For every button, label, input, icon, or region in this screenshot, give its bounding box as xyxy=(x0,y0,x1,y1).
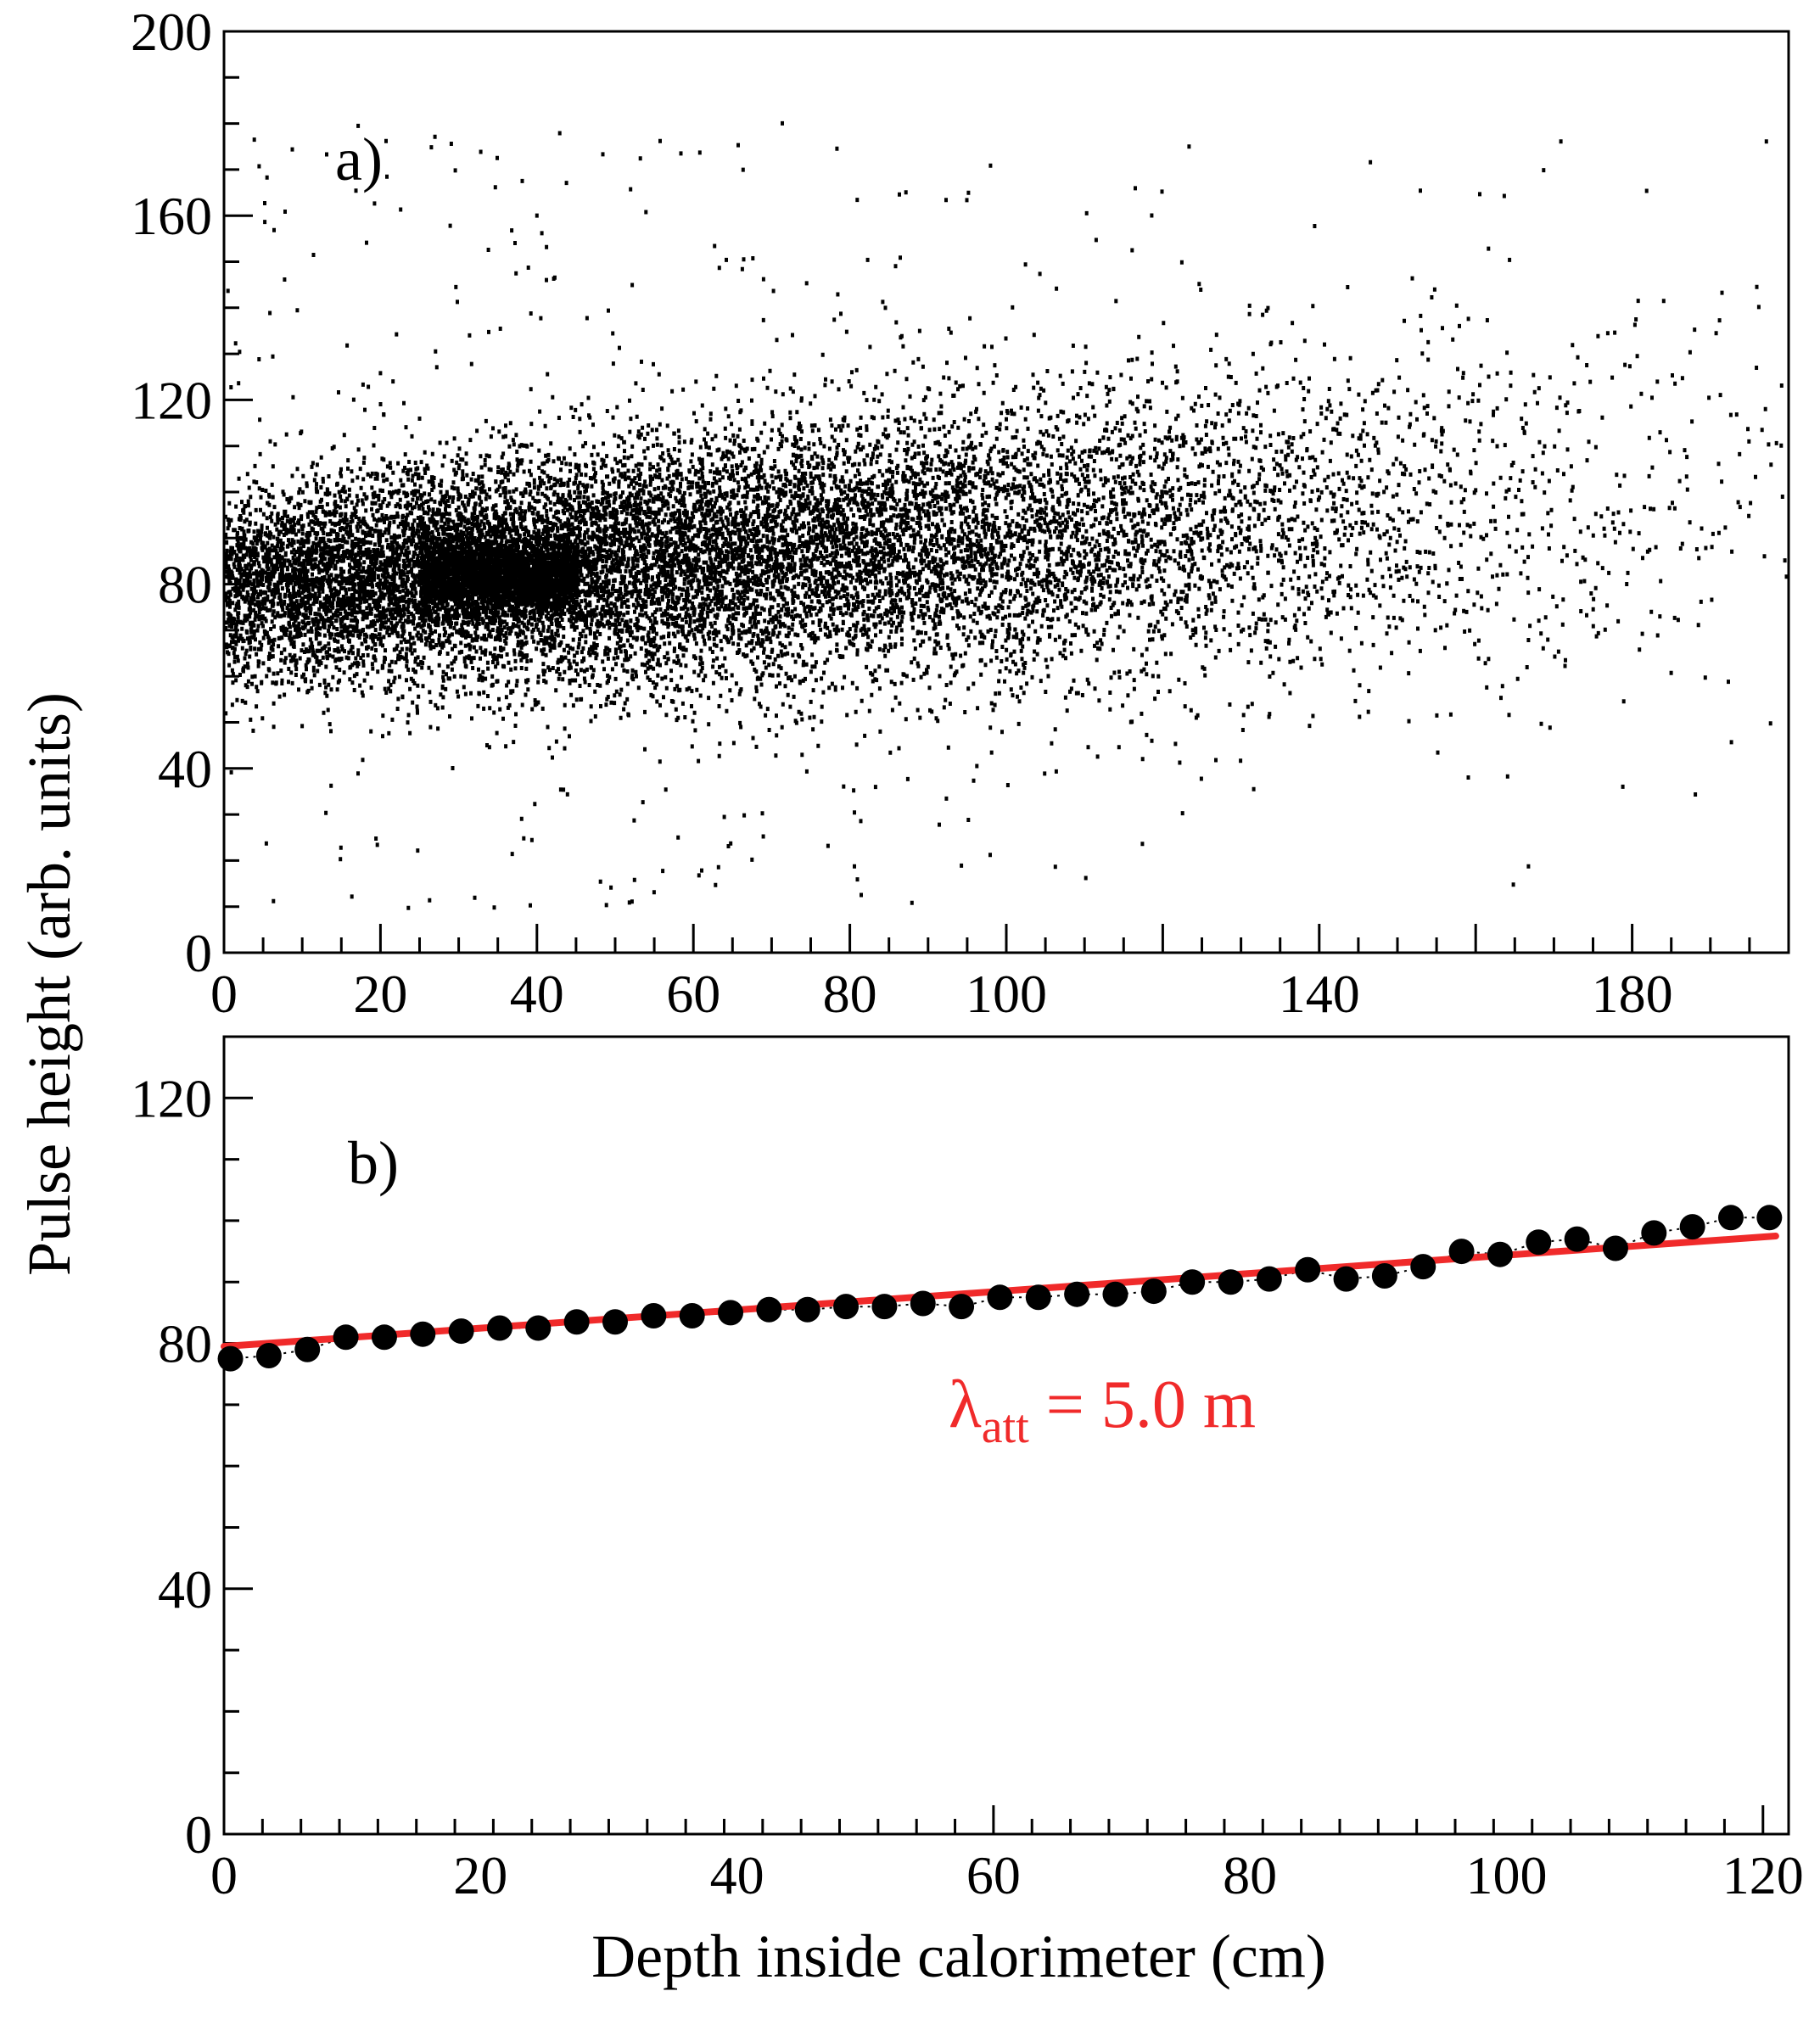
panel-b-data-point xyxy=(217,1345,244,1372)
panel-b-data-point xyxy=(1679,1214,1705,1240)
panel-b-data-point xyxy=(718,1300,744,1326)
panel-b-data-point xyxy=(294,1336,321,1362)
panel-b-data-point xyxy=(1179,1269,1206,1295)
panel-a-x-tick-label: 100 xyxy=(966,964,1047,1024)
panel-b-x-tick-label: 20 xyxy=(453,1845,507,1905)
panel-b-x-tick-label: 100 xyxy=(1465,1845,1547,1905)
panel-a-x-tick-label: 20 xyxy=(353,964,407,1024)
panel-b-y-tick-label: 80 xyxy=(158,1314,212,1374)
panel-b-data-point xyxy=(371,1324,397,1351)
panel-b: 0 20 40 60 80 100 120 0 40 80 120 b) λatt = 5.0 m xyxy=(131,1035,1804,1905)
panel-a-x-tick-label: 80 xyxy=(823,964,877,1024)
annotation-value: = 5.0 m xyxy=(1029,1368,1256,1442)
panel-a-ticks: 0 20 40 60 80 100 140 180 0 40 80 120 160 200 xyxy=(131,2,1790,1024)
panel-b-data-point xyxy=(486,1315,512,1341)
panel-a-x-tick-label: 60 xyxy=(666,964,720,1024)
panel-b-data-point xyxy=(1295,1256,1321,1283)
panel-b-data-point xyxy=(1756,1205,1783,1231)
panel-b-x-tick-label: 0 xyxy=(210,1845,238,1905)
panel-b-data-point xyxy=(1641,1220,1667,1246)
panel-b-data-point xyxy=(1102,1281,1128,1307)
panel-a-y-tick-label: 120 xyxy=(131,370,212,430)
panel-b-data-point xyxy=(1025,1284,1051,1311)
panel-b-data-point xyxy=(410,1321,436,1347)
panel-b-data-point xyxy=(794,1296,820,1323)
panel-b-data-point xyxy=(1602,1235,1628,1261)
panel-b-y-tick-label: 120 xyxy=(131,1068,212,1128)
panel-b-data-point xyxy=(1564,1226,1590,1252)
panel-a-y-tick-label: 200 xyxy=(131,2,212,62)
panel-b-x-tick-label: 60 xyxy=(966,1845,1021,1905)
panel-b-data-point xyxy=(525,1315,552,1341)
panel-a-y-tick-label: 160 xyxy=(131,186,212,246)
panel-a-points xyxy=(224,120,1789,910)
y-axis-title: Pulse height (arb. units) xyxy=(15,692,83,1276)
panel-b-data-point xyxy=(1333,1266,1359,1292)
panel-b-data-point xyxy=(333,1324,359,1351)
panel-a-x-tick-label: 40 xyxy=(510,964,564,1024)
panel-b-data-point xyxy=(1140,1278,1167,1305)
annotation-lambda: λ xyxy=(949,1368,982,1442)
panel-b-data-point xyxy=(641,1303,667,1328)
panel-b-data-point xyxy=(756,1296,782,1323)
panel-b-data-point xyxy=(1218,1269,1244,1295)
panel-b-x-tick-label: 80 xyxy=(1223,1845,1277,1905)
panel-b-data-point xyxy=(255,1343,282,1368)
panel-b-data-point xyxy=(1487,1241,1513,1267)
attenuation-length-annotation: λatt = 5.0 m xyxy=(949,1368,1256,1453)
panel-b-data-point xyxy=(1448,1239,1475,1265)
panel-b-series xyxy=(217,1205,1783,1372)
panel-b-data-point xyxy=(448,1318,474,1345)
panel-a-x-tick-label: 140 xyxy=(1279,964,1360,1024)
panel-a-y-tick-label: 0 xyxy=(185,923,212,983)
panel-a-x-tick-label: 180 xyxy=(1592,964,1673,1024)
panel-b-ticks: 0 20 40 60 80 100 120 0 40 80 120 xyxy=(131,1035,1804,1905)
panel-a-scatter-points xyxy=(224,120,1789,910)
panel-b-y-tick-label: 0 xyxy=(185,1804,212,1865)
panel-a-x-tick-label: 0 xyxy=(210,964,238,1024)
panel-b-data-point xyxy=(987,1284,1013,1311)
panel-b-y-tick-label: 40 xyxy=(158,1559,212,1619)
panel-a-y-tick-label: 80 xyxy=(158,555,212,615)
panel-b-data-point xyxy=(1256,1266,1282,1292)
panel-b-data-point xyxy=(1410,1254,1436,1280)
panel-b-data-point xyxy=(910,1290,936,1317)
annotation-subscript: att xyxy=(982,1401,1029,1453)
panel-b-data-point xyxy=(949,1294,975,1320)
panel-b-data-point xyxy=(679,1303,705,1328)
panel-a-label: a) xyxy=(335,126,383,193)
panel-a: 0 20 40 60 80 100 140 180 0 40 80 120 160 200 a) xyxy=(131,2,1790,1024)
panel-b-data-point xyxy=(602,1309,628,1335)
panel-b-data-point xyxy=(1371,1263,1397,1289)
panel-b-data-point xyxy=(871,1294,898,1320)
panel-b-label: b) xyxy=(348,1129,399,1197)
x-axis-title: Depth inside calorimeter (cm) xyxy=(591,1922,1326,1990)
panel-b-frame xyxy=(222,1035,1790,1836)
panel-b-x-tick-label: 40 xyxy=(710,1845,764,1905)
panel-b-data-point xyxy=(1717,1205,1744,1231)
panel-a-y-tick-label: 40 xyxy=(158,739,212,799)
panel-b-data-point xyxy=(563,1309,590,1335)
panel-b-x-tick-label: 120 xyxy=(1722,1845,1804,1905)
panel-b-data-point xyxy=(833,1294,860,1320)
panel-b-data-point xyxy=(1064,1281,1090,1307)
panel-b-data-point xyxy=(1526,1229,1552,1256)
